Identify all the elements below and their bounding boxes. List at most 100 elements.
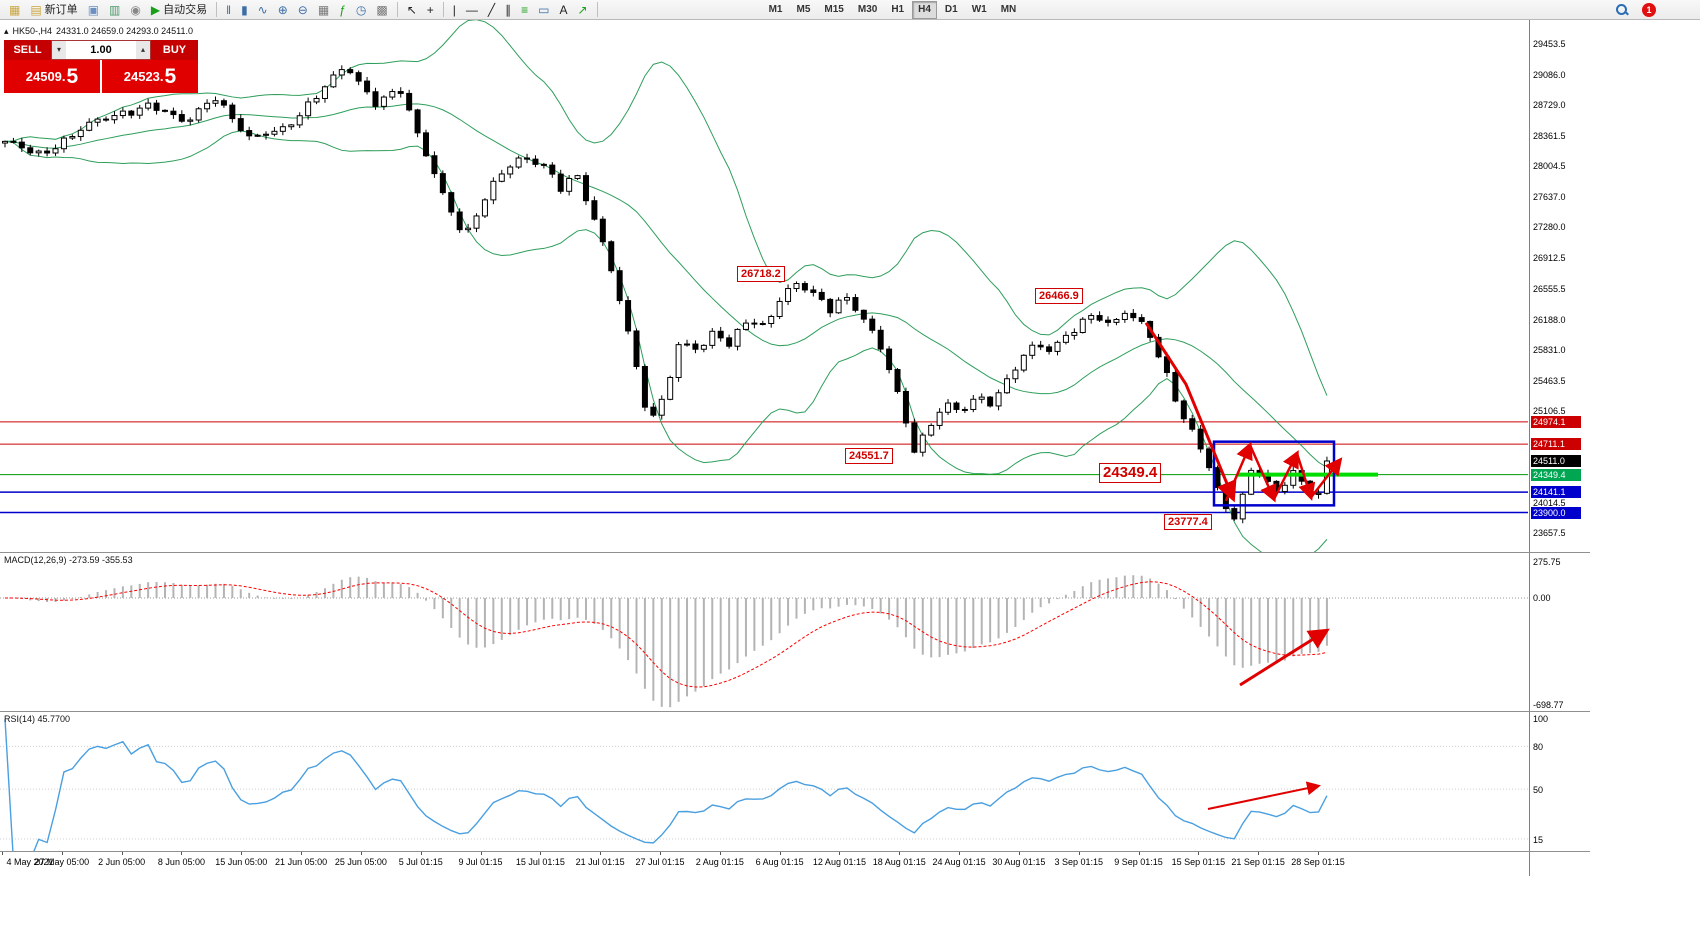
crosshair-icon: + xyxy=(426,2,434,17)
zigzag-arrows[interactable] xyxy=(1224,441,1343,503)
refresh-icon: ◉ xyxy=(130,2,141,17)
one-click-trading-panel: SELL ▾ ▴ BUY 24509.5 24523.5 xyxy=(4,40,198,93)
downtrend-arrow[interactable] xyxy=(1144,321,1237,503)
chart-area[interactable]: ▴ HK50-,H4 24331.0 24659.0 24293.0 24511.0… xyxy=(0,20,1528,553)
price-axis-badge: 23900.0 xyxy=(1531,506,1581,519)
notification-badge[interactable]: 1 xyxy=(1642,2,1656,17)
line-chart-icon: ∿ xyxy=(257,2,268,17)
price-annotation[interactable]: 24349.4 xyxy=(1099,463,1162,483)
price-axis-badge: 24711.1 xyxy=(1531,438,1581,451)
macd-axis-label: 0.00 xyxy=(1533,592,1551,603)
price-annotation[interactable]: 23777.4 xyxy=(1164,514,1212,530)
zoom-out-icon[interactable]: ⊖ xyxy=(294,0,312,20)
bar-chart-icon[interactable]: ‖ xyxy=(222,0,235,20)
zoom-out-icon: ⊖ xyxy=(297,2,308,17)
timeframe-button-m30[interactable]: M30 xyxy=(857,3,878,15)
price-axis-tick: 25106.5 xyxy=(1533,405,1566,416)
rsi-trend-arrow[interactable] xyxy=(1207,781,1321,810)
sell-price[interactable]: 24509. 5 xyxy=(4,60,100,93)
volume-increase-button[interactable]: ▴ xyxy=(136,41,150,59)
macd-panel[interactable]: MACD(12,26,9) -273.59 -355.53 xyxy=(0,553,1528,712)
time-axis-tick xyxy=(360,852,362,855)
timeframe-button-m1[interactable]: M1 xyxy=(768,3,783,15)
price-annotation[interactable]: 24551.7 xyxy=(845,448,893,464)
refresh-icon[interactable]: ◉ xyxy=(126,0,144,20)
toolbar-separator xyxy=(596,2,598,17)
timeframe-button-d1[interactable]: D1 xyxy=(944,3,958,15)
chart-windows-icon[interactable]: ▣ xyxy=(84,0,103,20)
candlestick-chart-icon: ▮ xyxy=(241,2,248,17)
toolbar: ▦ ▤ 新订单 ▣ ▥ ◉ ▶ 自动交易 ‖ ▮ ∿ ⊕ ⊖ ▦ ƒ ◷ ▩ ↖ + | — ╱ ∥ ≡ ▭ A ↗ M1 M5 M15 M… xyxy=(0,0,1700,20)
volume-input[interactable] xyxy=(66,41,136,59)
price-axis-tick: 28729.0 xyxy=(1533,100,1566,111)
timeframe-button-m5[interactable]: M5 xyxy=(796,3,811,15)
timeframe-button-m15[interactable]: M15 xyxy=(824,3,844,15)
sell-button[interactable]: SELL xyxy=(4,40,51,60)
buy-button[interactable]: BUY xyxy=(151,40,198,60)
time-axis-label: 27 May 05:00 xyxy=(34,857,90,867)
templates-icon[interactable]: ▩ xyxy=(372,0,391,20)
time-axis-tick xyxy=(480,852,482,855)
rsi-timeaxis-divider xyxy=(0,851,1590,852)
time-axis-label: 5 Jul 01:15 xyxy=(398,857,443,867)
rsi-axis-label: 15 xyxy=(1533,835,1544,846)
fibonacci-icon[interactable]: ≡ xyxy=(517,0,532,20)
bar-chart-icon: ‖ xyxy=(226,2,232,17)
macd-trend-arrow[interactable] xyxy=(1239,628,1330,687)
new-order-button[interactable]: ▤ 新订单 xyxy=(26,0,81,20)
timeframe-button-h4[interactable]: H4 xyxy=(912,0,937,19)
crosshair-icon[interactable]: + xyxy=(423,0,438,20)
time-axis-label: 21 Jul 01:15 xyxy=(575,857,625,867)
candlestick-chart-icon[interactable]: ▮ xyxy=(237,0,252,20)
macd-axis-label: 275.75 xyxy=(1533,557,1561,567)
tile-windows-icon[interactable]: ▦ xyxy=(314,0,333,20)
cursor-icon[interactable]: ↖ xyxy=(403,0,421,20)
channel-icon[interactable]: ∥ xyxy=(501,0,515,20)
trendline-icon[interactable]: ╱ xyxy=(484,0,499,20)
timeframe-button-w1[interactable]: W1 xyxy=(971,3,987,15)
rsi-axis-label: 100 xyxy=(1533,713,1549,724)
horizontal-line-icon: — xyxy=(465,2,478,17)
indicators-icon[interactable]: ƒ xyxy=(335,0,350,20)
volume-control: ▾ ▴ xyxy=(51,40,151,60)
time-axis-label: 6 Aug 01:15 xyxy=(755,857,804,867)
price-annotation[interactable]: 26466.9 xyxy=(1035,288,1083,304)
search-icon[interactable] xyxy=(1616,3,1628,16)
buy-price-main: 24523. xyxy=(123,69,164,84)
text-icon[interactable]: A xyxy=(556,0,572,20)
time-axis[interactable]: 4 May 2021 27 May 05:00 2 Jun 05:00 8 Jun 0… xyxy=(0,852,1590,876)
profiles-icon[interactable]: ▥ xyxy=(105,0,124,20)
horizontal-level-lines[interactable] xyxy=(0,421,1528,514)
time-axis-tick xyxy=(600,852,602,855)
volume-decrease-button[interactable]: ▾ xyxy=(52,41,66,59)
time-axis-label: 27 Jul 01:15 xyxy=(635,857,685,867)
time-axis-label: 15 Jul 01:15 xyxy=(515,857,565,867)
line-chart-icon[interactable]: ∿ xyxy=(254,0,272,20)
horizontal-line-icon[interactable]: — xyxy=(462,0,482,20)
macd-axis-label: -698.77 xyxy=(1533,700,1564,710)
timeframe-button-h1[interactable]: H1 xyxy=(891,3,905,15)
zoom-in-icon[interactable]: ⊕ xyxy=(274,0,292,20)
toolbar-separator xyxy=(396,2,398,17)
time-axis-label: 2 Aug 01:15 xyxy=(695,857,744,867)
autotrading-button[interactable]: ▶ 自动交易 xyxy=(147,0,211,20)
time-axis-tick xyxy=(1078,852,1080,855)
new-chart-icon[interactable]: ▦ xyxy=(5,0,24,20)
price-axis-tick: 29453.5 xyxy=(1533,39,1566,50)
price-annotation[interactable]: 26718.2 xyxy=(737,266,785,282)
timeframe-button-mn[interactable]: MN xyxy=(1000,3,1017,15)
rsi-panel[interactable]: RSI(14) 45.7700 xyxy=(0,712,1528,852)
vertical-line-icon[interactable]: | xyxy=(449,0,460,20)
buy-price[interactable]: 24523. 5 xyxy=(102,60,198,93)
price-axis[interactable]: 29453.5 29086.0 28729.0 28361.5 28004.5 27637… xyxy=(1529,20,1590,876)
periods-icon[interactable]: ◷ xyxy=(352,0,370,20)
time-axis-tick xyxy=(959,852,961,855)
time-axis-label: 12 Aug 01:15 xyxy=(812,857,866,867)
macd-label: MACD(12,26,9) -273.59 -355.53 xyxy=(4,555,133,565)
candles-layer xyxy=(2,65,1330,524)
arrows-icon[interactable]: ↗ xyxy=(574,0,592,20)
arrows-icon: ↗ xyxy=(577,2,588,17)
main-chart-canvas[interactable] xyxy=(0,20,1528,553)
time-axis-label: 28 Sep 01:15 xyxy=(1291,857,1345,867)
shapes-icon[interactable]: ▭ xyxy=(534,0,553,20)
